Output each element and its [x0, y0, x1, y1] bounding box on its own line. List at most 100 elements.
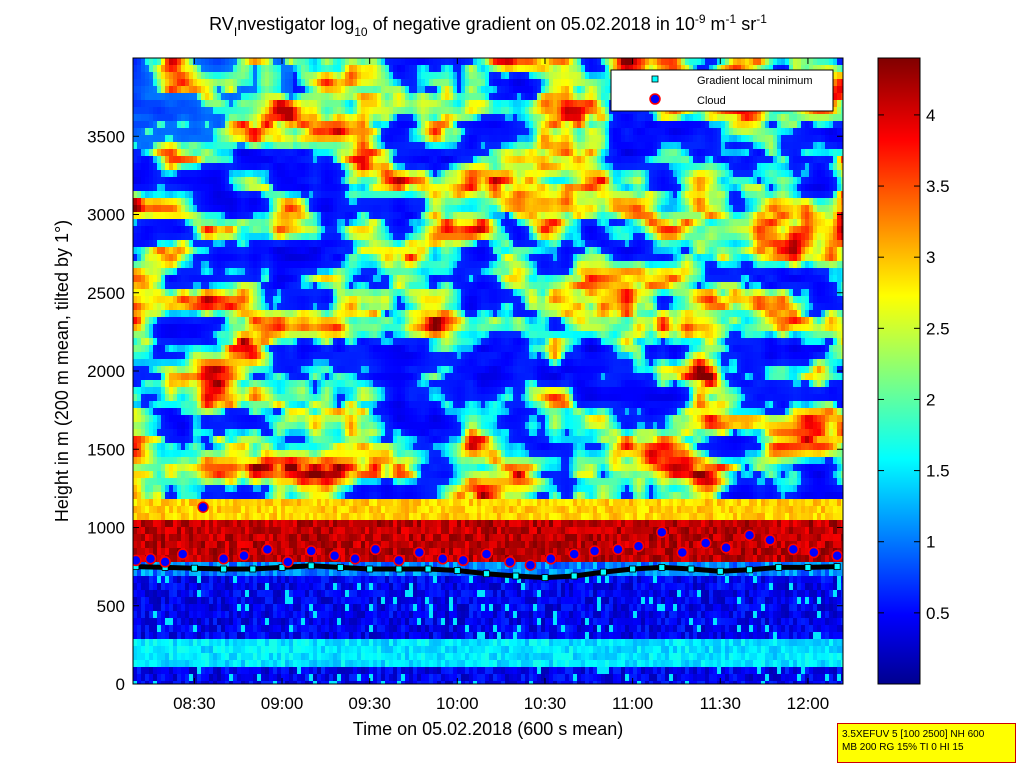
colorbar-tick-label: 1 — [926, 533, 935, 552]
cloud-point — [133, 554, 142, 567]
colorbar-ticks: 0.5 1 1.5 2 2.5 3 3.5 4 — [878, 106, 950, 623]
gradient-minimum-point — [687, 565, 695, 573]
gradient-minimum-point — [453, 567, 461, 574]
gradient-minimum-point — [570, 572, 578, 580]
gradient-minimum-point — [307, 562, 315, 570]
cloud-point — [545, 553, 557, 565]
x-tick-label: 08:30 — [173, 694, 216, 713]
cloud-point — [217, 553, 230, 565]
colorbar-gradient — [877, 57, 921, 685]
gradient-minimum-point — [395, 565, 403, 573]
cloud-point — [413, 546, 426, 559]
cloud-point — [831, 549, 843, 562]
colorbar-tick-label: 0.5 — [926, 604, 950, 623]
cloud-point — [504, 556, 516, 568]
cloud-point — [632, 540, 645, 553]
gradient-minimum-point — [483, 570, 490, 578]
colorbar: 0.5 1 1.5 2 2.5 3 3.5 4 — [877, 57, 950, 685]
cloud-point — [720, 542, 732, 554]
colorbar-tick-label: 3.5 — [926, 177, 950, 196]
gradient-minimum-point — [804, 564, 812, 571]
gradient-minimum-point — [833, 563, 841, 570]
heatmap-cells — [133, 58, 843, 684]
gradient-minimum-point — [629, 565, 636, 573]
gradient-minimum-point — [220, 565, 228, 573]
cloud-point — [524, 559, 537, 571]
cloud-point — [656, 526, 668, 538]
cloud-point — [612, 543, 624, 556]
y-tick-label: 500 — [97, 597, 125, 616]
legend-label-cloud: Cloud — [697, 95, 726, 107]
gradient-minimum-point — [278, 564, 286, 571]
cloud-point — [282, 556, 294, 568]
colorbar-tick-label: 4 — [926, 106, 935, 125]
gradient-minimum-point — [424, 565, 432, 573]
legend: Gradient local minimum Cloud — [610, 69, 834, 112]
heatmap-area — [133, 58, 843, 684]
cloud-point — [568, 548, 580, 560]
cloud-point — [676, 546, 689, 559]
gradient-minimum-point — [746, 566, 753, 574]
x-tick-label: 11:30 — [700, 694, 741, 713]
x-tick-label: 09:30 — [348, 694, 391, 713]
cloud-point — [743, 529, 756, 542]
legend-label-minimum: Gradient local minimum — [697, 75, 813, 87]
colorbar-tick-label: 3 — [926, 248, 935, 267]
cloud-point — [699, 537, 712, 549]
y-tick-label: 1000 — [87, 519, 125, 538]
y-axis: 0 500 1000 1500 2000 2500 3000 3500 — [87, 127, 843, 694]
gradient-minimum-point — [716, 567, 724, 575]
info-line-1: 3.5XEFUV 5 [100 2500] NH 600 — [842, 729, 985, 740]
x-tick-label: 09:00 — [261, 694, 304, 713]
cloud-point — [197, 501, 209, 513]
y-tick-label: 3000 — [87, 206, 125, 225]
gradient-minimum-point — [512, 572, 520, 580]
gradient-minimum-point — [336, 564, 344, 571]
gradient-minimum-point — [600, 568, 607, 576]
chart-title: RVInvestigator log10 of negative gradien… — [209, 12, 767, 39]
cloud-point — [261, 543, 274, 556]
settings-info-box: 3.5XEFUV 5 [100 2500] NH 600 MB 200 RG 1… — [837, 723, 1016, 763]
legend-box — [610, 69, 834, 112]
colorbar-tick-label: 2.5 — [926, 319, 950, 338]
gradient-minimum-point — [366, 565, 374, 573]
cloud-point — [764, 534, 776, 546]
gradient-minimum-point — [775, 564, 783, 571]
x-tick-label: 12:00 — [787, 694, 830, 713]
cloud-point — [176, 548, 189, 560]
x-axis: 08:30 09:00 09:30 10:00 10:30 11:00 11:30 12:00 — [173, 58, 829, 713]
gradient-minimum-point — [658, 564, 666, 571]
cloud-point — [144, 553, 157, 565]
cloud-point — [808, 546, 820, 559]
cloud-point — [349, 553, 361, 565]
x-tick-label: 11:00 — [612, 694, 653, 713]
cloud-point — [305, 545, 317, 557]
y-tick-label: 1500 — [87, 440, 125, 459]
legend-square-marker — [651, 75, 659, 83]
gradient-minimum-point — [190, 564, 198, 572]
cloud-point — [393, 554, 405, 567]
gradient-minimum-series — [133, 562, 841, 581]
legend-circle-marker — [649, 93, 661, 105]
cloud-point — [159, 556, 171, 568]
y-axis-label: Height in m (200 m mean, tilted by 1°) — [52, 220, 72, 522]
y-tick-label: 3500 — [87, 127, 125, 146]
x-axis-label: Time on 05.02.2018 (600 s mean) — [353, 719, 624, 739]
cloud-point — [328, 549, 341, 562]
y-tick-label: 0 — [116, 675, 125, 694]
y-tick-label: 2000 — [87, 362, 125, 381]
gradient-minimum-point — [249, 565, 257, 573]
cloud-point — [369, 543, 382, 556]
x-tick-label: 10:00 — [436, 694, 479, 713]
cloud-point — [787, 543, 800, 556]
y-tick-label: 2500 — [87, 284, 125, 303]
cloud-point — [238, 549, 250, 562]
cloud-point — [457, 554, 469, 567]
x-tick-label: 10:30 — [524, 694, 567, 713]
gradient-minimum-point — [541, 574, 549, 581]
info-line-2: MB 200 RG 15% TI 0 HI 15 — [842, 742, 964, 753]
cloud-point — [588, 545, 601, 557]
colorbar-tick-label: 2 — [926, 390, 935, 409]
cloud-point — [436, 553, 449, 565]
